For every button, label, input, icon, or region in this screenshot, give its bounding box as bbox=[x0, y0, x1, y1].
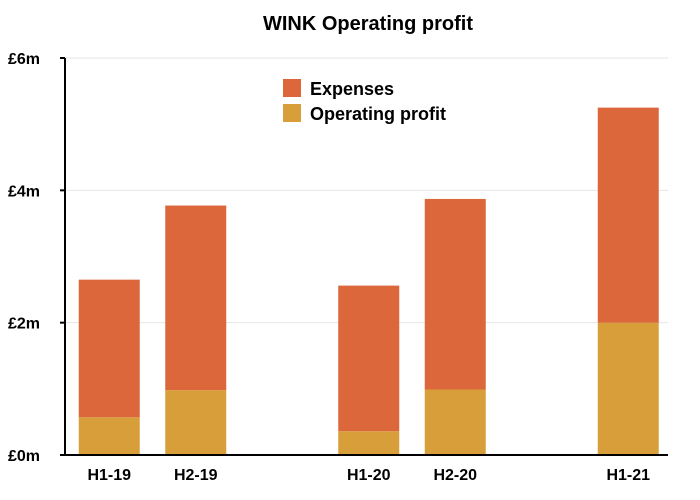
bar-operating-profit bbox=[424, 389, 486, 455]
bar-operating-profit bbox=[165, 390, 227, 455]
bar-expenses bbox=[165, 205, 227, 391]
bar-operating-profit bbox=[338, 431, 400, 455]
legend-label: Operating profit bbox=[310, 104, 446, 124]
y-tick-label: £2m bbox=[8, 316, 40, 333]
axes bbox=[60, 57, 668, 456]
chart-title: WINK Operating profit bbox=[263, 13, 473, 35]
bar-operating-profit bbox=[597, 322, 659, 455]
y-tick-label: £0m bbox=[8, 448, 40, 465]
x-tick-label: H2-19 bbox=[174, 467, 218, 484]
x-tick-label: H1-20 bbox=[347, 467, 391, 484]
bar-operating-profit bbox=[78, 417, 140, 455]
bar-expenses bbox=[424, 198, 486, 390]
x-tick-label: H1-21 bbox=[606, 467, 650, 484]
bar-expenses bbox=[338, 285, 400, 432]
y-axis-tick-labels: £0m £2m £4m £6m bbox=[8, 51, 40, 465]
y-tick-label: £6m bbox=[8, 51, 40, 68]
bar-expenses bbox=[78, 279, 140, 418]
bar-expenses bbox=[597, 107, 659, 323]
bars bbox=[78, 107, 659, 455]
x-tick-label: H2-20 bbox=[433, 467, 477, 484]
y-tick-label: £4m bbox=[8, 183, 40, 200]
legend-label: Expenses bbox=[310, 79, 394, 99]
legend-swatch bbox=[283, 79, 301, 97]
x-axis-tick-labels: H1-19 H2-19 H1-20 H2-20 H1-21 bbox=[87, 467, 650, 484]
legend-swatch bbox=[283, 104, 301, 122]
x-tick-label: H1-19 bbox=[87, 467, 131, 484]
legend: Expenses Operating profit bbox=[283, 79, 446, 124]
